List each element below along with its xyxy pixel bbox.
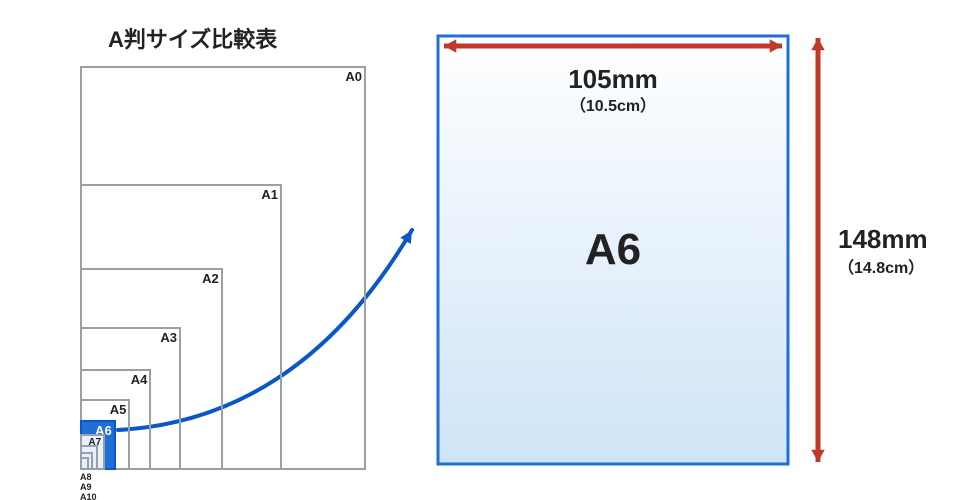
diagram-stage: A判サイズ比較表A0A1A2A3A4A5A6A7A8A9A10A6105mm（1… [0,0,955,500]
height-arrow-head [811,450,824,462]
height-dim-primary: 148mm [838,224,928,255]
size-label-a9: A9 [80,482,92,492]
size-label-a4: A4 [131,372,148,387]
height-arrow-head [811,38,824,50]
size-box-a10 [80,457,89,470]
width-dim-secondary: （10.5cm） [570,92,656,116]
size-label-a2: A2 [202,271,219,286]
size-label-a1: A1 [261,187,278,202]
size-label-a0: A0 [345,69,362,84]
size-label-a10: A10 [80,492,97,500]
width-dim-primary: 105mm [568,64,658,95]
size-label-a3: A3 [160,330,177,345]
height-dim-secondary: （14.8cm） [838,254,924,278]
title: A判サイズ比較表 [108,22,277,54]
detail-center-label: A6 [585,225,641,275]
size-label-a5: A5 [110,402,127,417]
size-label-a8: A8 [80,472,92,482]
